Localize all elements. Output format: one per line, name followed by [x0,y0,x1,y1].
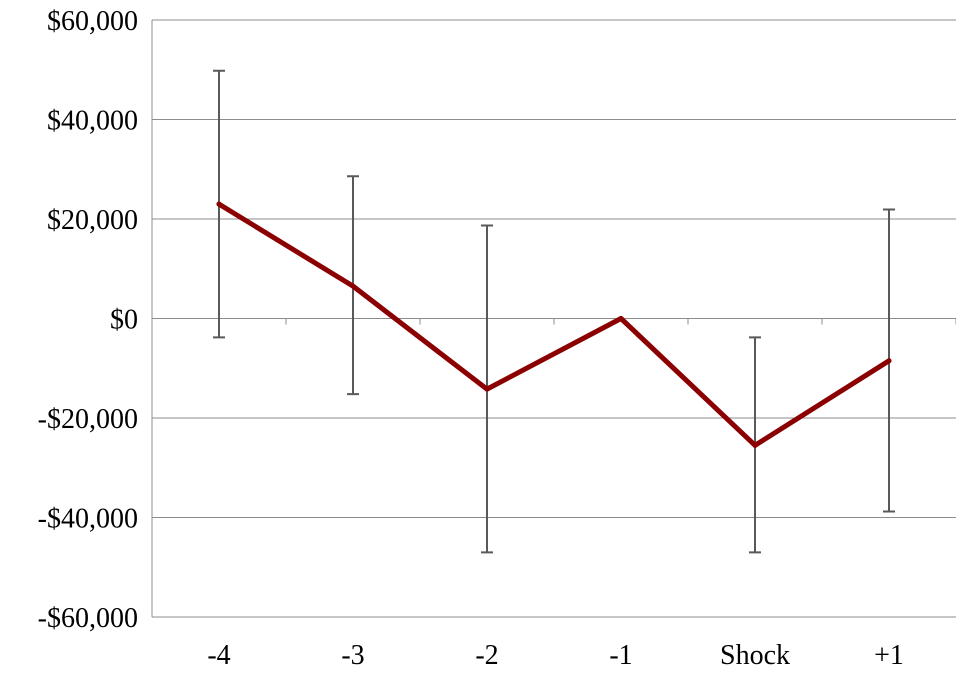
data-point [752,442,758,448]
y-tick-label: -$60,000 [38,603,138,634]
data-point [484,386,490,392]
y-tick-label: -$20,000 [38,404,138,435]
x-tick-label: -3 [341,640,364,671]
error-bars [213,69,895,554]
x-tick-label: Shock [720,640,790,671]
data-point [216,201,222,207]
x-tick-label: -4 [207,640,230,671]
series-lines [216,201,892,448]
data-point [350,283,356,289]
y-tick-label: $0 [110,305,138,336]
axes [151,20,956,617]
x-tick-label: -2 [475,640,498,671]
data-point [618,316,624,321]
gridlines [152,19,956,618]
y-tick-label: -$40,000 [38,504,138,535]
y-tick-label: $20,000 [47,205,138,236]
x-tick-labels: -4 -3 -2 -1 Shock +1 [207,640,904,671]
data-point [886,358,892,364]
x-tick-label: -1 [609,640,632,671]
y-tick-label: $60,000 [47,6,138,37]
y-tick-label: $40,000 [47,106,138,137]
series-line [216,201,892,448]
y-tick-labels: $60,000 $40,000 $20,000 $0 -$20,000 -$40,000 -… [38,6,138,634]
x-tick-label: +1 [874,640,904,671]
